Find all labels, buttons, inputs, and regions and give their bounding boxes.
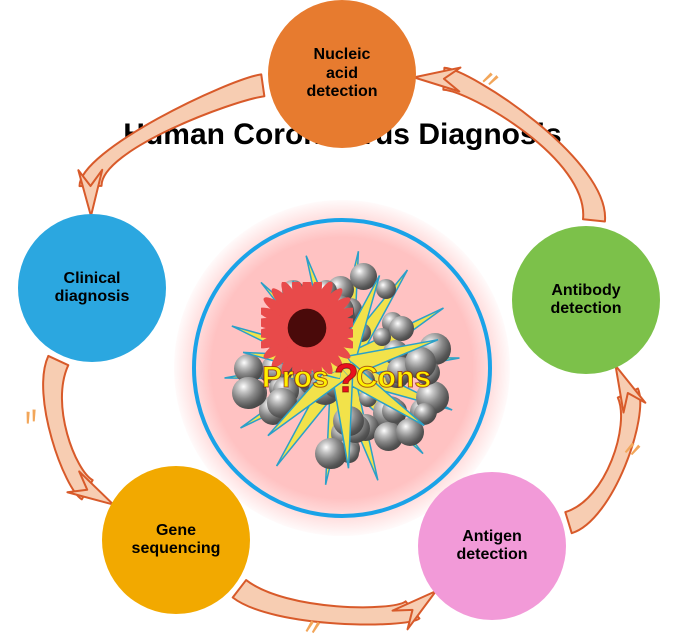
method-node-label: Antigendetection (456, 528, 527, 565)
method-node-antibody: Antibodydetection (512, 226, 660, 374)
virus-sphere (232, 377, 264, 409)
method-node-clinical: Clinicaldiagnosis (18, 214, 166, 362)
method-node-nucleic: Nucleicaciddetection (268, 0, 416, 148)
method-node-label: Clinicaldiagnosis (55, 270, 130, 307)
method-node-label: Antibodydetection (550, 282, 621, 319)
method-node-label: Genesequencing (132, 522, 221, 559)
center-text-cons: Cons (356, 361, 431, 395)
center-text-pros: Pros (262, 361, 329, 395)
method-node-antigen: Antigendetection (418, 472, 566, 620)
method-node-gene: Genesequencing (102, 466, 250, 614)
method-node-label: Nucleicaciddetection (306, 46, 377, 101)
